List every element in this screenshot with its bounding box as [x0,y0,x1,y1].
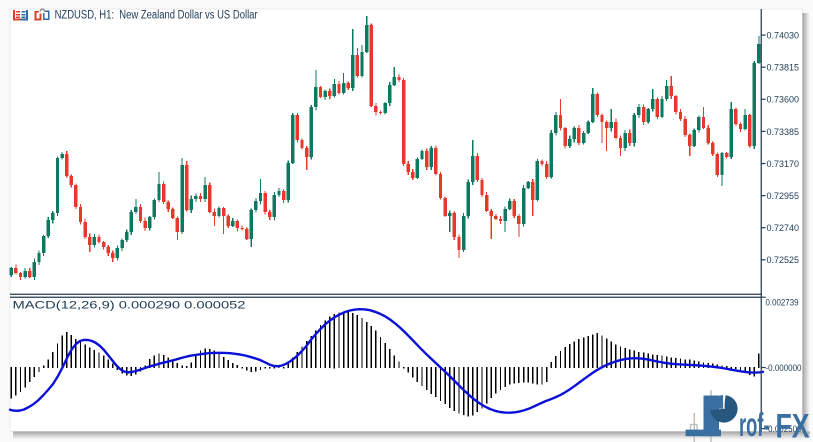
svg-text:0.72525: 0.72525 [767,255,800,266]
svg-text:-0.000000: -0.000000 [766,363,802,374]
svg-text:MACD(12,26,9) 0.000290 0.00005: MACD(12,26,9) 0.000290 0.000052 [13,299,246,311]
svg-text:0.73815: 0.73815 [767,63,800,74]
svg-text:0.72740: 0.72740 [767,223,800,234]
svg-text:0.73385: 0.73385 [767,127,800,138]
svg-text:FX: FX [776,408,810,442]
svg-text:0.002739: 0.002739 [766,298,799,309]
svg-text:NZDUSD, H1: New Zealand Dolla: NZDUSD, H1: New Zealand Dollar vs US Dol… [55,9,258,21]
svg-text:-0.002500: -0.002500 [766,424,802,435]
svg-text:0.74030: 0.74030 [767,31,800,42]
svg-text:0.72955: 0.72955 [767,191,800,202]
svg-text:rof-: rof- [739,406,770,442]
svg-text:0.73170: 0.73170 [767,159,800,170]
svg-text:0.73600: 0.73600 [767,95,800,106]
